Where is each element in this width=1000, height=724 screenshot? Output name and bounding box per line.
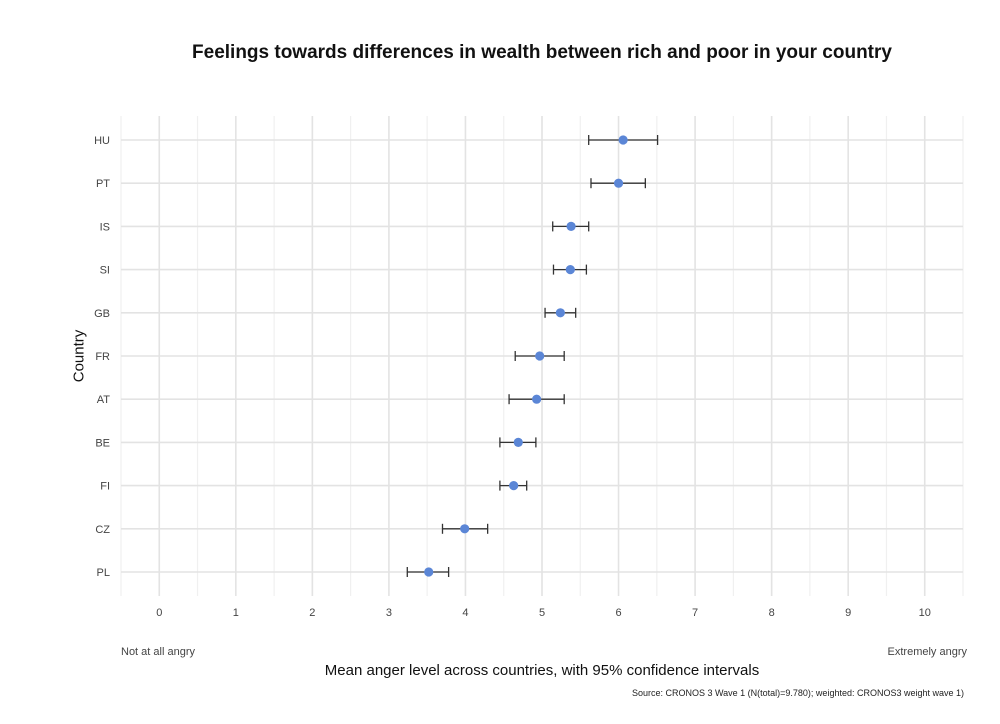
x-tick-label: 10 [919,607,931,619]
mean-point-gb [555,308,565,318]
mean-point-pl [424,567,434,577]
mean-point-at [532,394,542,404]
x-tick-label: 3 [386,607,392,619]
mean-point-pt [613,178,624,188]
mean-point-si [565,265,575,275]
x-tick-label: 5 [539,607,545,619]
y-tick-label-fi: FI [100,481,110,493]
source-note: Source: CRONOS 3 Wave 1 (N(total)=9.780)… [631,688,964,698]
x-tick-label: 2 [309,607,315,619]
mean-point-cz [460,524,470,534]
x-tick-label: 7 [692,607,698,619]
mean-point-fi [509,481,519,491]
y-tick-label-gb: GB [94,308,110,320]
y-tick-label-be: BE [95,437,110,449]
mean-point-hu [618,135,628,145]
y-tick-label-hu: HU [94,135,110,147]
mean-point-is [566,221,576,231]
y-tick-label-pl: PL [97,567,110,579]
y-tick-label-fr: FR [95,351,110,363]
chart-title: Feelings towards differences in wealth b… [192,42,892,63]
y-tick-label-at: AT [97,394,111,406]
mean-point-be [513,437,523,447]
x-tick-label: 1 [233,607,239,619]
y-tick-label-pt: PT [96,178,110,190]
x-tick-label: 4 [462,607,468,619]
y-tick-label-is: IS [100,221,110,233]
x-tick-label: 8 [769,607,775,619]
y-tick-label-si: SI [100,265,110,277]
x-tick-label: 0 [156,607,162,619]
x-anchor-high-label: Extremely angry [887,646,967,658]
x-anchor-low-label: Not at all angry [121,646,195,658]
x-tick-label: 9 [845,607,851,619]
x-axis-title: Mean anger level across countries, with … [324,662,760,679]
x-tick-label: 6 [615,607,621,619]
mean-point-fr [535,351,545,361]
y-tick-label-cz: CZ [95,524,110,536]
